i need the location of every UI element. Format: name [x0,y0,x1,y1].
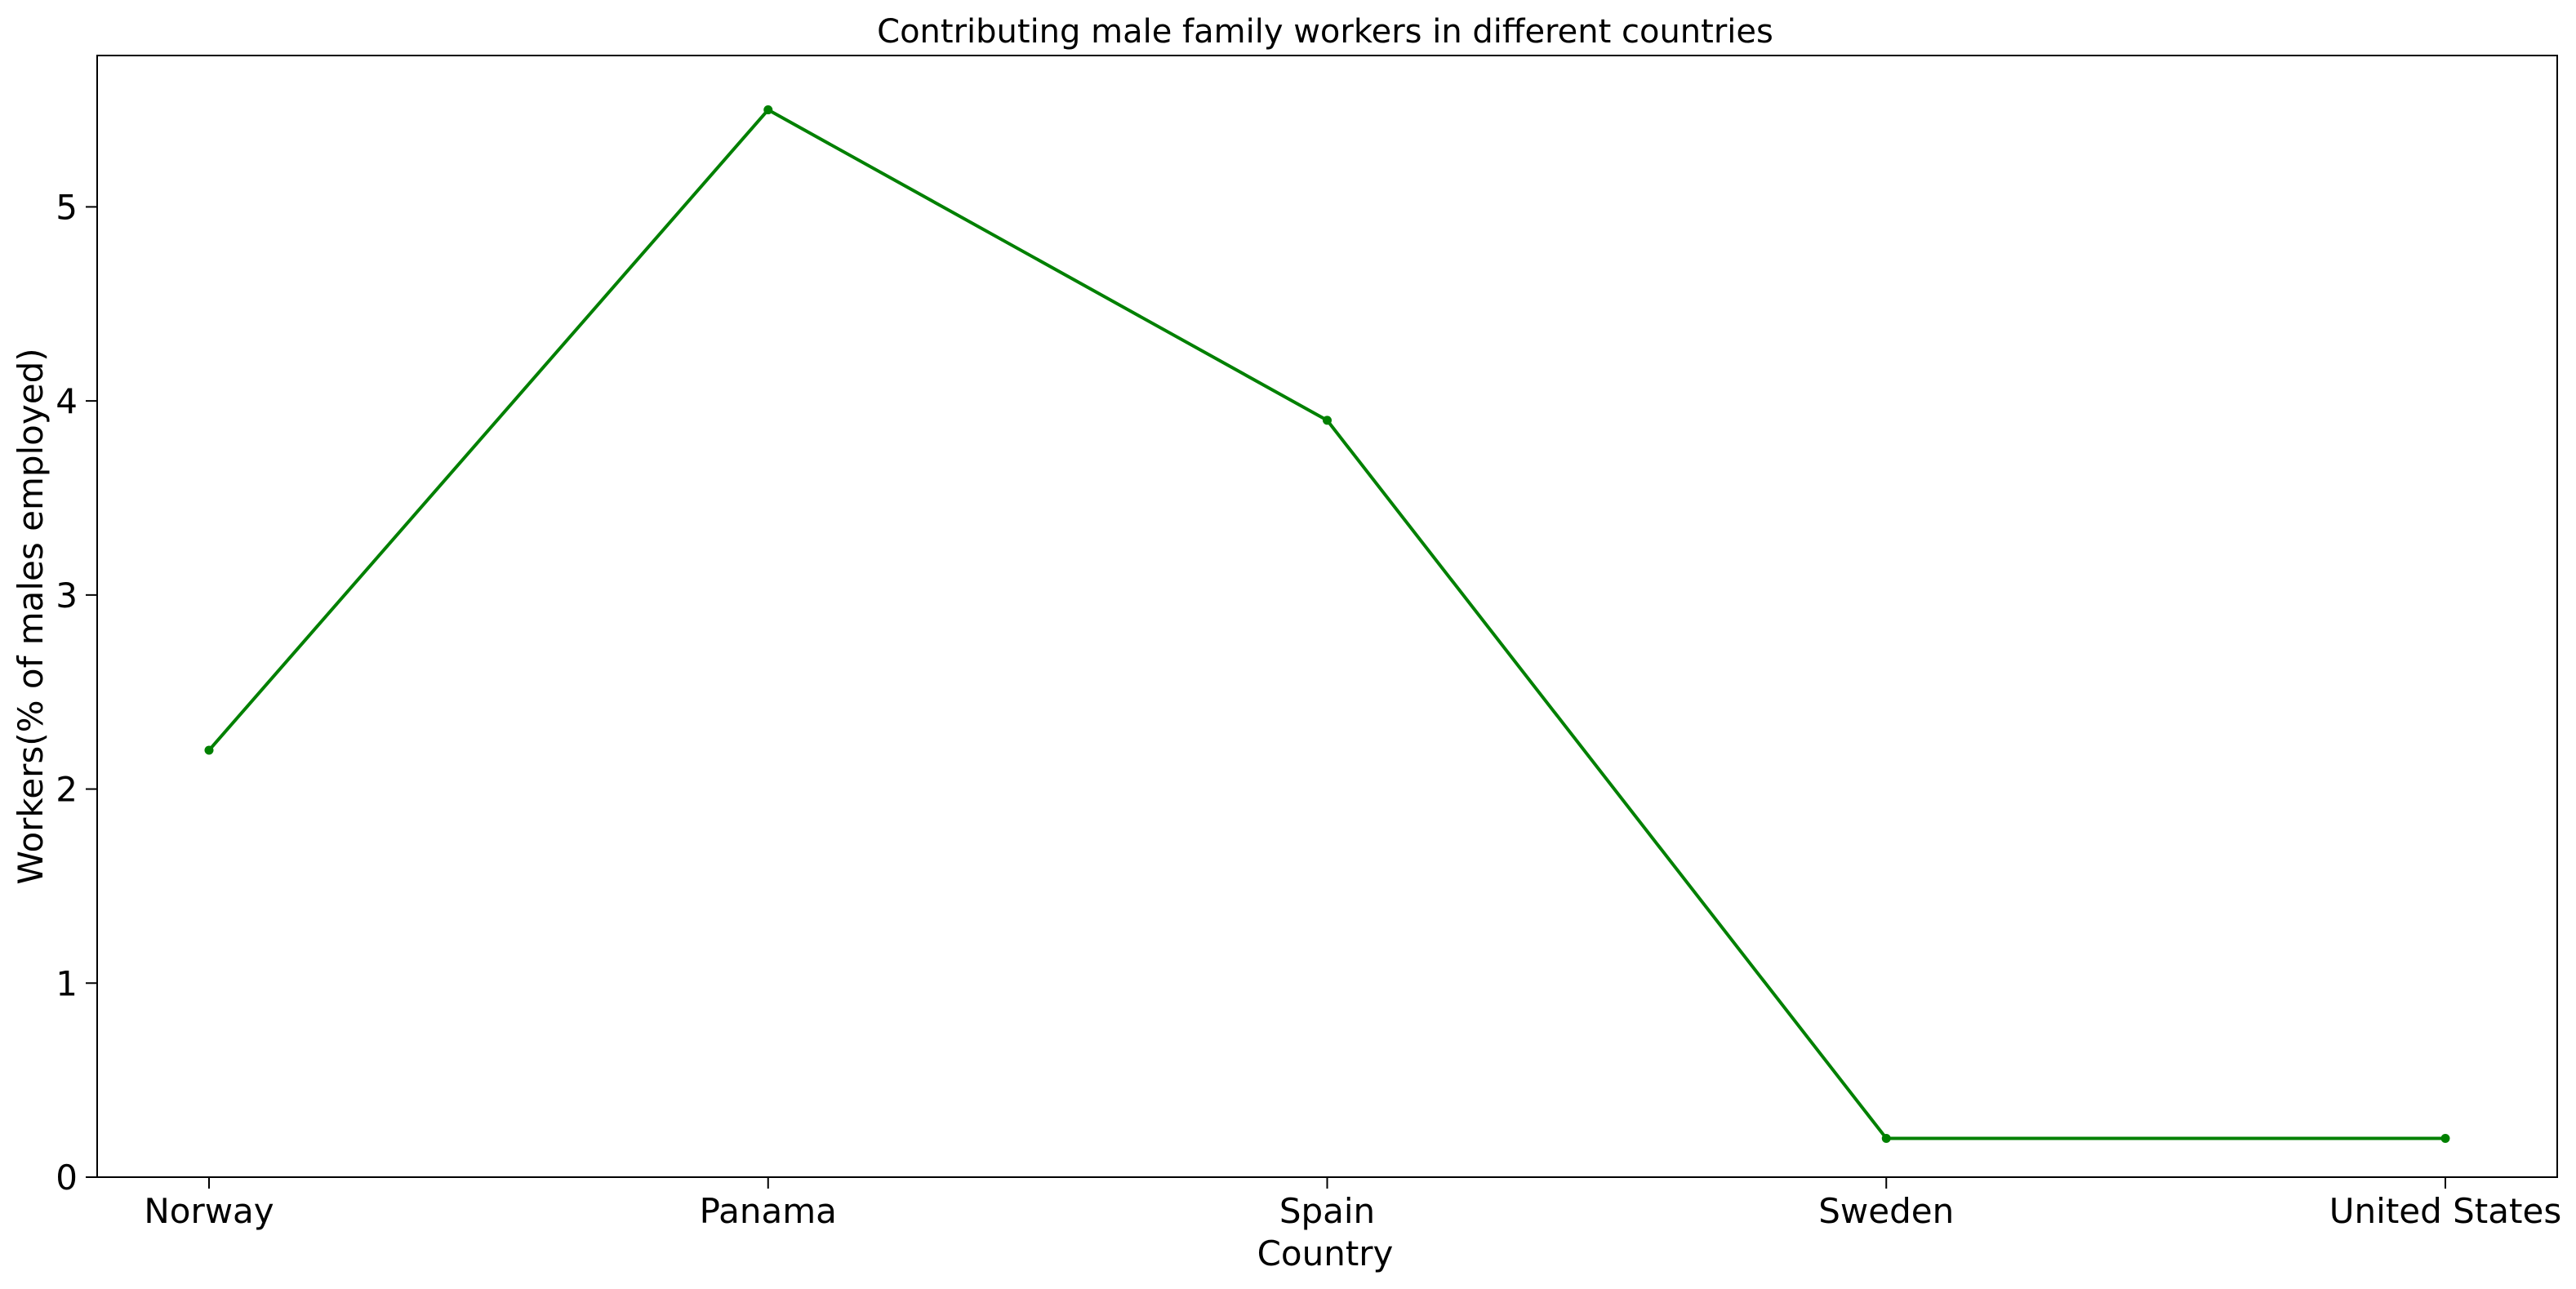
x-axis: Norway Panama Spain Sweden United States [144,1177,2561,1231]
y-tick-label: 3 [56,576,78,616]
y-tick-label: 2 [56,770,78,810]
x-tick-label: Panama [700,1191,837,1231]
series-layer [204,105,2450,1143]
y-axis: 0 1 2 3 4 5 [56,187,97,1198]
y-tick-label: 0 [56,1158,78,1198]
x-axis-label: Country [1257,1233,1394,1273]
chart-title: Contributing male family workers in diff… [877,13,1773,51]
plot-area-frame [96,55,2558,1178]
y-tick-label: 1 [56,963,78,1003]
y-tick-label: 5 [56,187,78,227]
data-point [2440,1133,2450,1143]
x-tick-label: United States [2329,1191,2561,1231]
x-tick-label: Spain [1279,1191,1375,1231]
series-line [207,108,2447,1140]
y-tick-label: 4 [56,381,78,421]
data-point [763,105,773,115]
data-point [204,745,214,755]
data-point [1881,1133,1891,1143]
x-tick-label: Sweden [1818,1191,1954,1231]
y-axis-label: Workers(% of males employed) [11,348,51,884]
x-tick-label: Norway [144,1191,274,1231]
data-point [1323,416,1332,425]
